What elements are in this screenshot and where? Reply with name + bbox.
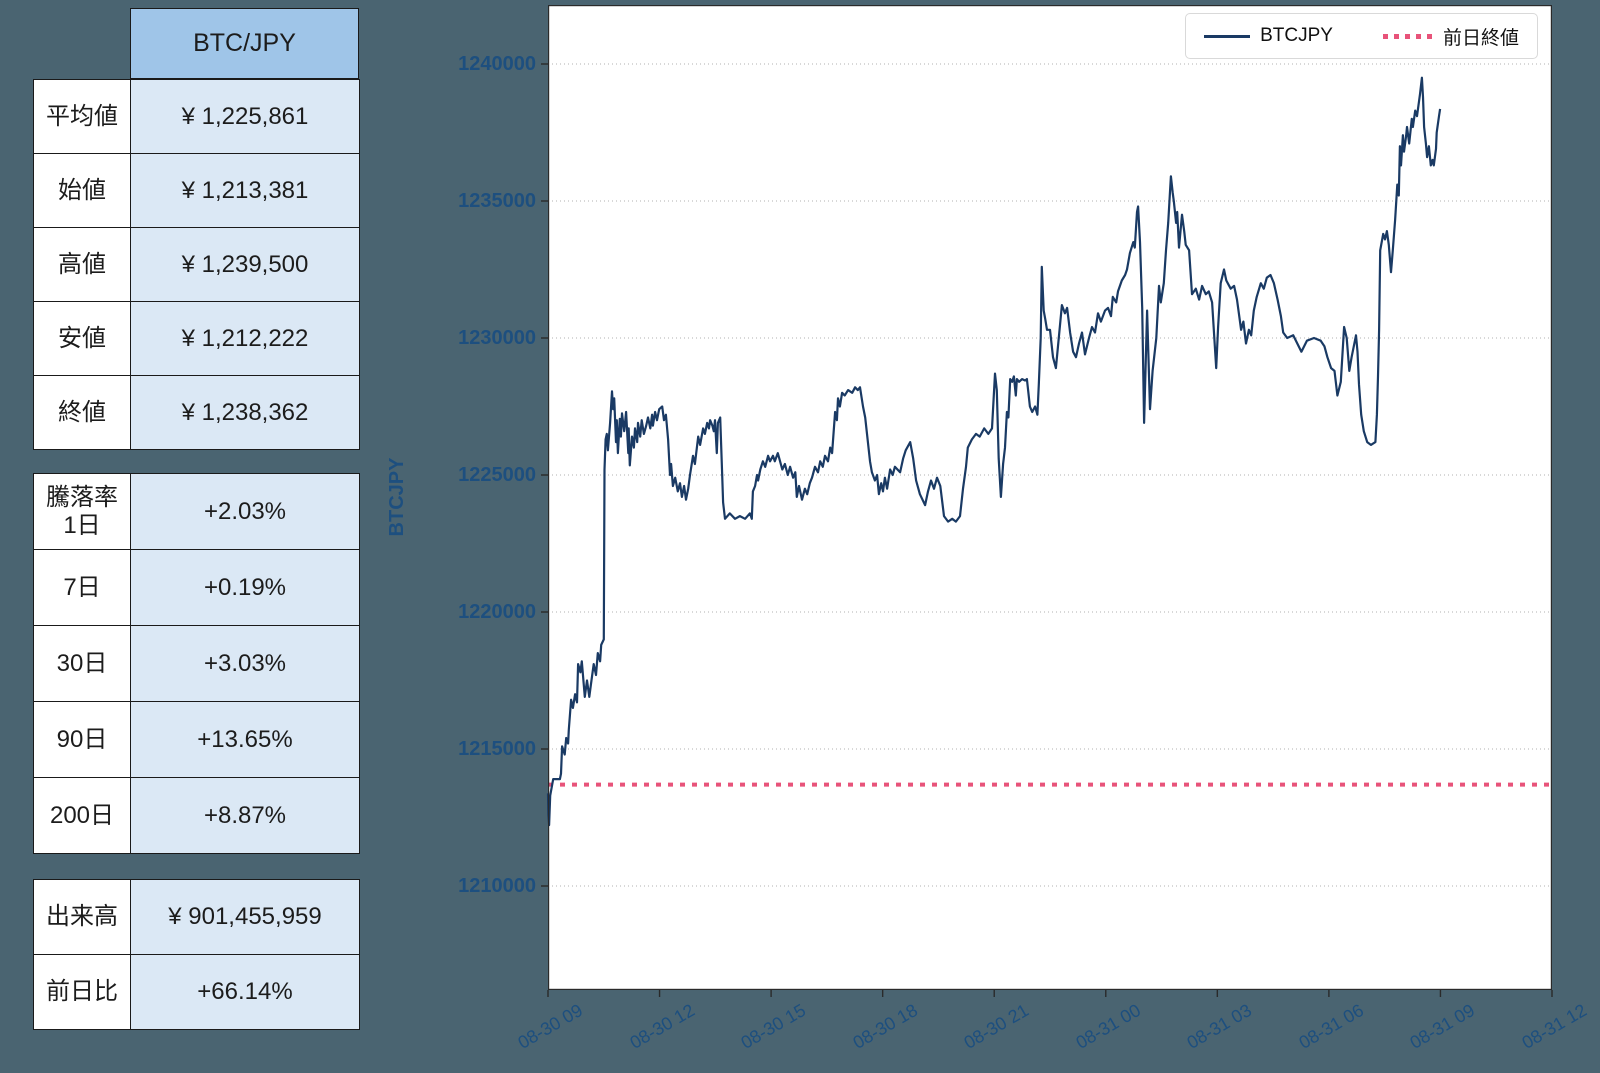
stat-row-value: ¥ 1,238,362: [131, 376, 359, 449]
legend-item-btcjpy[interactable]: BTCJPY: [1260, 25, 1333, 46]
x-tick-label: 08-31 06: [1295, 1000, 1367, 1053]
y-tick-label: 1235000: [458, 190, 536, 212]
stat-row-label: 終値: [34, 376, 130, 449]
x-tick-label: 08-31 12: [1518, 1000, 1590, 1053]
plot-frame: [548, 5, 1552, 990]
stat-row-label: 平均値: [34, 80, 130, 153]
change-row-value: +3.03%: [131, 626, 359, 701]
plot-background: [548, 5, 1552, 990]
y-axis-title: BTCJPY: [386, 457, 408, 537]
x-tick-label: 08-31 03: [1183, 1000, 1256, 1053]
y-tick-label: 1240000: [458, 53, 536, 75]
x-tick-label: 08-30 18: [849, 1000, 921, 1053]
volume-table: 出来高 ¥ 901,455,959 前日比 +66.14%: [33, 879, 360, 1030]
y-tick-label: 1220000: [458, 601, 536, 623]
change-row-label: 200日: [34, 778, 130, 853]
y-tick-label: 1210000: [458, 875, 536, 897]
x-tick-label: 08-31 09: [1406, 1000, 1479, 1053]
change-row-value: +2.03%: [131, 474, 359, 549]
stat-row-label: 安値: [34, 302, 130, 375]
ohlc-stats-table: 平均値 ¥ 1,225,861 始値 ¥ 1,213,381 高値 ¥ 1,239,500…: [33, 79, 360, 450]
x-tick-label: 08-30 09: [514, 1000, 586, 1053]
price-line-btcjpy[interactable]: [546, 76, 1442, 827]
change-rate-table: 騰落率 1日 +2.03% 7日 +0.19% 30日 +3.03% 90日 +13.65% 2…: [33, 473, 360, 854]
stat-row-value: ¥ 1,239,500: [131, 228, 359, 301]
stat-row-value: ¥ 1,212,222: [131, 302, 359, 375]
volume-row-label: 出来高: [34, 880, 130, 954]
pair-header: BTC/JPY: [130, 8, 359, 79]
change-row-value: +13.65%: [131, 702, 359, 777]
y-tick-label: 1215000: [458, 738, 536, 760]
x-tick-label: 08-30 21: [960, 1000, 1033, 1053]
x-tick-label: 08-31 00: [1072, 1000, 1144, 1053]
y-tick-label: 1230000: [458, 327, 536, 349]
volume-row-value: ¥ 901,455,959: [131, 880, 359, 954]
legend-solid-line-icon: [1204, 34, 1251, 38]
legend-item-prev-close[interactable]: 前日終値: [1442, 27, 1519, 49]
x-tick-label: 08-30 12: [626, 1000, 698, 1053]
legend-dotted-line-icon: [1382, 33, 1433, 39]
chart-legend: BTCJPY 前日終値: [1185, 13, 1538, 59]
change-row-value: +0.19%: [131, 550, 359, 625]
stat-row-label: 始値: [34, 154, 130, 227]
change-row-label: 90日: [34, 702, 130, 777]
volume-row-label: 前日比: [34, 955, 130, 1029]
change-row-value: +8.87%: [131, 778, 359, 853]
change-row-label: 7日: [34, 550, 130, 625]
pair-header-label: BTC/JPY: [193, 29, 296, 57]
stat-row-value: ¥ 1,225,861: [131, 80, 359, 153]
stat-row-value: ¥ 1,213,381: [131, 154, 359, 227]
x-tick-label: 08-30 15: [737, 1000, 810, 1053]
y-tick-label: 1225000: [458, 464, 536, 486]
change-row-label: 30日: [34, 626, 130, 701]
stat-row-label: 高値: [34, 228, 130, 301]
chart-canvas[interactable]: [541, 5, 1553, 997]
volume-row-value: +66.14%: [131, 955, 359, 1029]
change-row-label: 騰落率 1日: [34, 474, 130, 549]
